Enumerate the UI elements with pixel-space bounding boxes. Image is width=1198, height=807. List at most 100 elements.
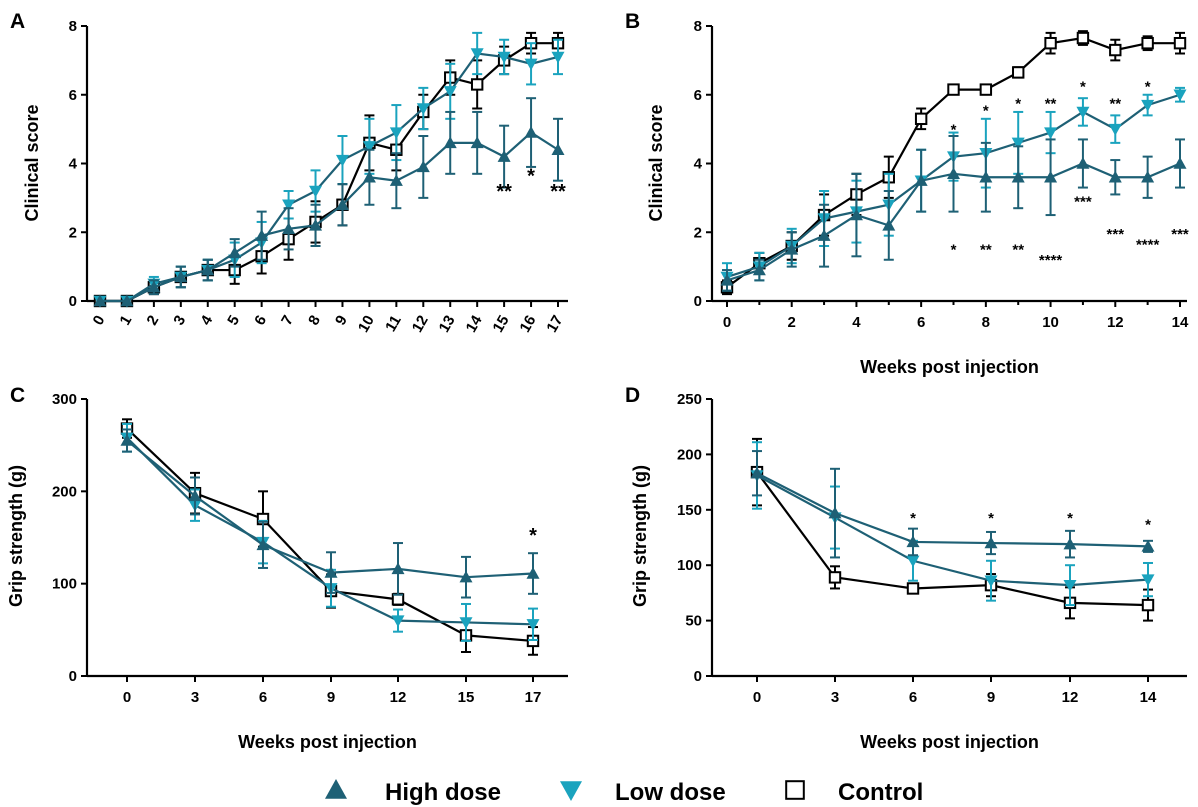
data-point-high [309, 218, 323, 231]
series-control [750, 437, 1155, 622]
data-point-high [984, 536, 998, 549]
x-tick-label: 11 [382, 313, 405, 335]
data-point-high [497, 150, 511, 162]
data-point-control [1173, 36, 1187, 50]
significance-mark: * [983, 102, 989, 119]
significance-mark: * [910, 510, 916, 527]
data-point-high [526, 567, 540, 579]
data-point-low [1076, 106, 1090, 119]
data-point-low [497, 51, 511, 64]
series-line [756, 474, 1149, 587]
x-tick-label: 15 [490, 313, 513, 336]
data-point-high [752, 263, 766, 276]
data-point-high [979, 170, 993, 183]
data-point-high [1141, 170, 1155, 183]
data-point-high [1076, 157, 1090, 169]
x-tick-label: 14 [463, 312, 486, 336]
data-point-high [282, 222, 296, 235]
y-tick-label: 200 [677, 446, 702, 463]
data-point-high [120, 294, 134, 307]
legend-marker-low [560, 781, 582, 801]
y-tick-label: 2 [69, 224, 77, 241]
data-point-high [201, 263, 215, 276]
data-point-high [947, 167, 960, 180]
significance-mark: **** [1136, 236, 1160, 253]
series-line [126, 427, 534, 643]
data-point-control [1109, 43, 1122, 57]
series-line [756, 471, 1149, 607]
data-point-low [1141, 574, 1155, 587]
x-tick-label: 9 [332, 313, 351, 329]
data-point-high [255, 229, 269, 241]
data-point-low [1063, 579, 1077, 592]
data-point-high [416, 160, 430, 173]
data-point-low [282, 199, 296, 212]
significance-mark: * [988, 510, 994, 527]
data-point-low [524, 58, 538, 71]
data-point-low [443, 86, 457, 98]
data-point-high [1141, 539, 1155, 552]
y-tick-label: 6 [69, 87, 77, 104]
y-tick-label: 50 [685, 613, 702, 630]
significance-mark: ** [980, 242, 992, 259]
data-point-high [1063, 537, 1077, 550]
data-point-high [174, 270, 188, 283]
data-point-high [551, 143, 565, 155]
y-tick-label: 4 [69, 156, 78, 173]
data-point-high [470, 136, 484, 149]
legend-label-control: Control [838, 779, 923, 806]
significance-mark: * [1067, 510, 1073, 527]
series-line [100, 131, 559, 303]
significance-mark: * [529, 525, 537, 547]
significance-mark: * [951, 121, 957, 138]
legend: High dose Low dose Control [325, 779, 923, 806]
x-tick-label: 12 [409, 313, 432, 336]
significance-mark: * [1080, 78, 1086, 95]
panel-d: D 0 50 100 150 200 250 0 3 6 9 12 14 Grip strength (g… [625, 384, 1187, 752]
x-tick-label: 6 [259, 689, 267, 706]
significance-mark: * [1015, 96, 1021, 113]
series-line [100, 42, 558, 303]
data-point-high [391, 562, 405, 575]
legend-label-low: Low dose [615, 779, 726, 806]
x-tick-label: 12 [390, 689, 407, 706]
legend-item-low: Low dose [560, 779, 726, 806]
y-axis-label: Grip strength (g) [6, 465, 26, 607]
data-point-high [443, 136, 457, 149]
x-tick-label: 6 [251, 313, 270, 329]
y-tick-label: 300 [52, 391, 77, 408]
data-point-control [947, 83, 960, 96]
data-point-control [979, 83, 993, 96]
data-point-low [470, 48, 484, 60]
data-point-low [389, 127, 403, 140]
data-point-high [817, 229, 831, 241]
data-point-high [1108, 170, 1122, 183]
data-point-high [324, 566, 338, 578]
x-tick-label: 4 [852, 314, 861, 331]
data-point-high [120, 434, 134, 446]
y-axis-label: Clinical score [22, 104, 42, 221]
x-tick-label: 1 [117, 313, 136, 329]
data-point-control [906, 582, 920, 595]
series-low [93, 31, 565, 308]
panel-letter: D [625, 384, 640, 407]
data-point-high [335, 198, 349, 210]
y-tick-label: 150 [677, 502, 702, 519]
series-high [720, 135, 1187, 292]
data-point-low [1141, 99, 1155, 112]
data-point-low [1011, 137, 1025, 150]
data-point-high [147, 280, 161, 293]
data-point-high [228, 246, 242, 259]
legend-marker-high [325, 779, 347, 799]
x-tick-label: 9 [327, 689, 335, 706]
x-axis-label: Weeks post injection [238, 732, 417, 752]
data-point-low [1044, 127, 1058, 140]
significance-mark: *** [1074, 193, 1092, 210]
x-tick-label: 0 [723, 314, 731, 331]
data-point-high [1044, 170, 1058, 183]
significance-mark: * [1145, 78, 1151, 95]
y-axis-label: Clinical score [646, 104, 666, 221]
data-point-high [720, 273, 734, 286]
x-tick-label: 17 [525, 689, 542, 706]
